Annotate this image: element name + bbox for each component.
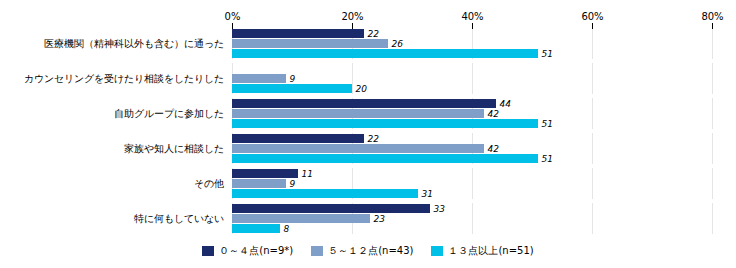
html-text:１３点以上(n=51): １３点以上(n=51)	[448, 245, 534, 256]
svg-text:9: 9	[290, 74, 296, 84]
svg-text:42: 42	[488, 144, 500, 154]
svg-text:家族や知人に相談した: 家族や知人に相談した	[124, 143, 224, 154]
svg-text:40%: 40%	[461, 11, 483, 22]
svg-text:医療機関（精神科以外も含む）に通った: 医療機関（精神科以外も含む）に通った	[44, 38, 224, 49]
svg-text:51: 51	[542, 49, 553, 59]
svg-text:9: 9	[290, 179, 296, 189]
svg-text:11: 11	[302, 169, 313, 179]
svg-text:20%: 20%	[341, 11, 363, 22]
svg-text:8: 8	[284, 224, 290, 234]
svg-text:その他: その他	[194, 178, 224, 189]
svg-text:44: 44	[500, 99, 512, 109]
svg-text:22: 22	[368, 134, 380, 144]
html-text:５～１２点(n=43): ５～１２点(n=43)	[328, 245, 414, 256]
svg-text:22: 22	[368, 29, 380, 39]
svg-text:51: 51	[542, 154, 553, 164]
svg-text:自助グループに参加した: 自助グループに参加した	[114, 108, 224, 119]
svg-text:0%: 0%	[225, 11, 241, 22]
svg-text:51: 51	[542, 119, 553, 129]
svg-text:60%: 60%	[581, 11, 603, 22]
svg-text:42: 42	[488, 109, 500, 119]
html-text:０～４点(n=9*): ０～４点(n=9*)	[219, 245, 294, 256]
svg-text:23: 23	[374, 214, 386, 224]
svg-text:26: 26	[392, 39, 404, 49]
svg-text:カウンセリングを受けたり相談をしたりした: カウンセリングを受けたり相談をしたりした	[24, 73, 224, 84]
svg-text:33: 33	[434, 204, 446, 214]
svg-text:31: 31	[422, 189, 433, 199]
svg-text:80%: 80%	[701, 11, 723, 22]
svg-text:特に何もしていない: 特に何もしていない	[134, 213, 224, 224]
svg-text:20: 20	[356, 84, 368, 94]
